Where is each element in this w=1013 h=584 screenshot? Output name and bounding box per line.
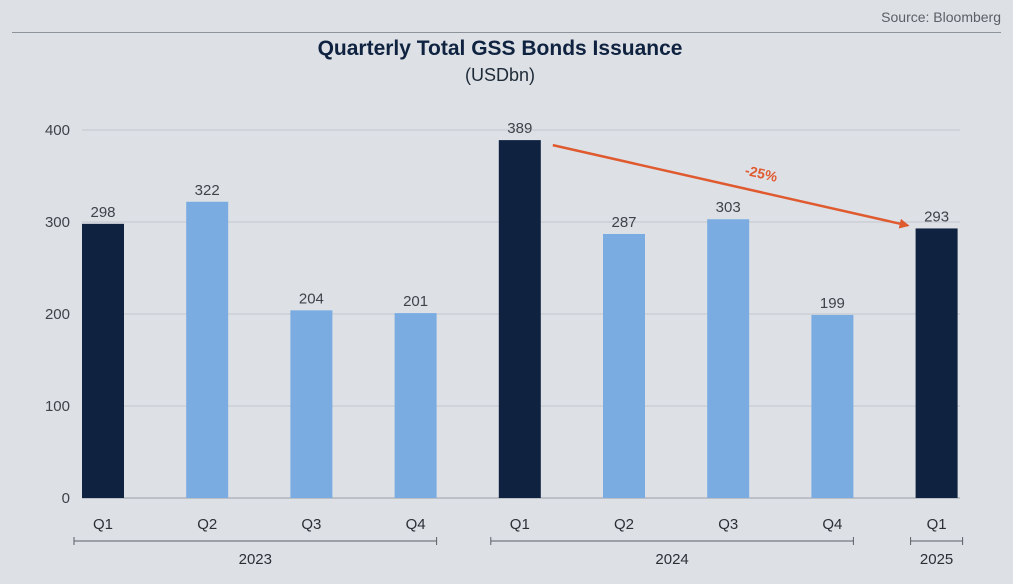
bar — [498, 140, 541, 498]
y-tick-label: 300 — [45, 214, 70, 231]
change-percent-label: -25% — [744, 162, 780, 185]
x-category-label: Q1 — [927, 516, 947, 533]
source-note: Source: Bloomberg — [881, 9, 1001, 25]
x-category-label: Q2 — [614, 516, 634, 533]
bar — [290, 310, 333, 498]
value-label: 303 — [716, 199, 741, 216]
value-label: 199 — [820, 295, 845, 312]
change-arrow — [552, 143, 910, 229]
value-label: 298 — [90, 204, 115, 221]
labels: 0 100 200 300 400 298 Q1 322 Q2 204 Q3 201 Q4 389 Q1 28… — [45, 120, 964, 568]
bar — [707, 219, 750, 499]
group-year-label: 2023 — [239, 551, 272, 568]
value-label: 201 — [403, 293, 428, 310]
x-category-label: Q2 — [197, 516, 217, 533]
chart-title: Quarterly Total GSS Bonds Issuance — [317, 37, 683, 60]
value-label: 389 — [507, 120, 532, 137]
x-category-label: Q3 — [301, 516, 321, 533]
x-category-label: Q1 — [510, 516, 530, 533]
group-year-label: 2024 — [655, 551, 688, 568]
group-year-label: 2025 — [920, 551, 953, 568]
y-tick-label: 400 — [45, 122, 70, 139]
value-label: 322 — [195, 182, 220, 199]
y-tick-label: 0 — [62, 490, 70, 507]
chart-subtitle: (USDbn) — [464, 65, 535, 85]
value-label: 287 — [611, 214, 636, 231]
bar — [82, 223, 124, 498]
x-category-label: Q4 — [822, 516, 842, 533]
bar — [394, 313, 437, 498]
bar — [186, 201, 229, 498]
y-tick-label: 200 — [45, 306, 70, 323]
bars — [82, 140, 958, 499]
bar — [603, 233, 645, 498]
x-category-label: Q4 — [406, 516, 426, 533]
top-divider — [12, 32, 1001, 33]
bar — [811, 314, 854, 498]
annotation: -25% — [552, 143, 910, 229]
y-tick-label: 100 — [45, 398, 70, 415]
x-category-label: Q1 — [93, 516, 113, 533]
x-category-label: Q3 — [718, 516, 738, 533]
bar — [915, 228, 958, 498]
value-label: 293 — [924, 208, 949, 225]
value-label: 204 — [299, 290, 324, 307]
